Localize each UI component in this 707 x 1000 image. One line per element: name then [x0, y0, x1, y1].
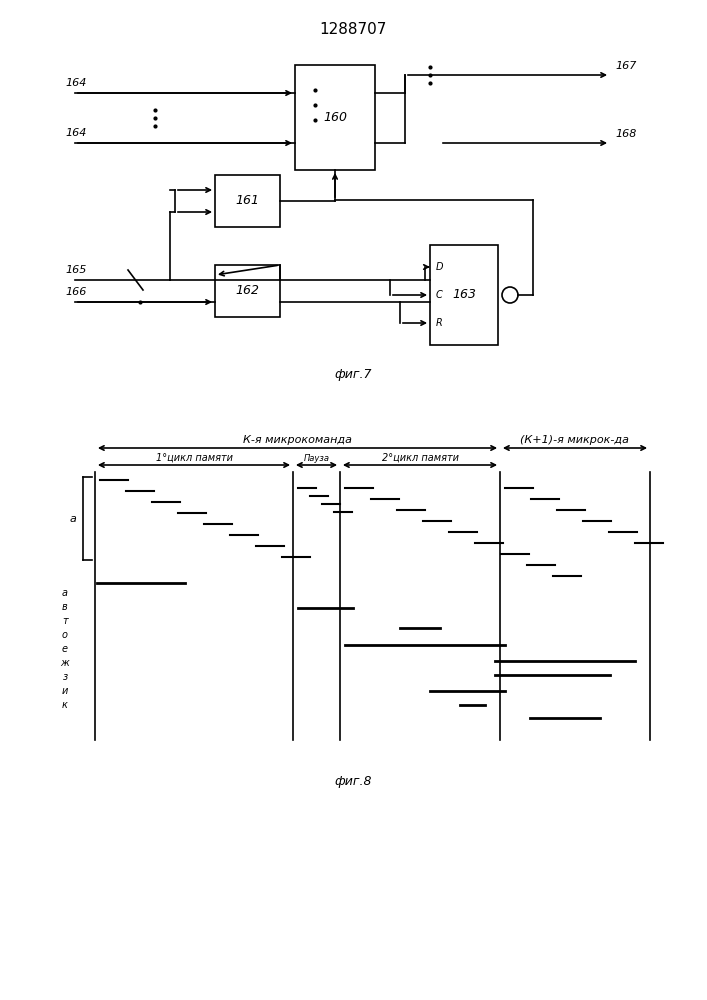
Text: 2°цикл памяти: 2°цикл памяти	[382, 453, 459, 463]
Bar	[215, 175, 280, 227]
Bar	[215, 265, 280, 317]
Text: C: C	[436, 290, 443, 300]
Text: а: а	[69, 514, 76, 524]
Text: фиг.8: фиг.8	[334, 775, 372, 788]
Text: (К+1)-я микрок-да: (К+1)-я микрок-да	[520, 435, 629, 445]
Text: 164: 164	[65, 78, 86, 88]
Text: 1°цикл памяти: 1°цикл памяти	[156, 453, 233, 463]
Text: 160: 160	[323, 111, 347, 124]
Text: 168: 168	[615, 129, 636, 139]
Text: 163: 163	[452, 288, 476, 302]
Text: D: D	[436, 262, 443, 272]
Text: 165: 165	[65, 265, 86, 275]
Bar	[295, 65, 375, 170]
Text: 167: 167	[615, 61, 636, 71]
Text: фиг.7: фиг.7	[334, 368, 372, 381]
Text: Пауза: Пауза	[303, 454, 329, 463]
Text: 1288707: 1288707	[320, 22, 387, 37]
Text: 162: 162	[235, 284, 259, 298]
Text: 161: 161	[235, 194, 259, 208]
Text: R: R	[436, 318, 443, 328]
Text: К-я микрокоманда: К-я микрокоманда	[243, 435, 352, 445]
Text: 166: 166	[65, 287, 86, 297]
Text: а
в
т
о
е
ж
з
и
к: а в т о е ж з и к	[61, 588, 69, 710]
Bar	[430, 245, 498, 345]
Text: 164: 164	[65, 128, 86, 138]
